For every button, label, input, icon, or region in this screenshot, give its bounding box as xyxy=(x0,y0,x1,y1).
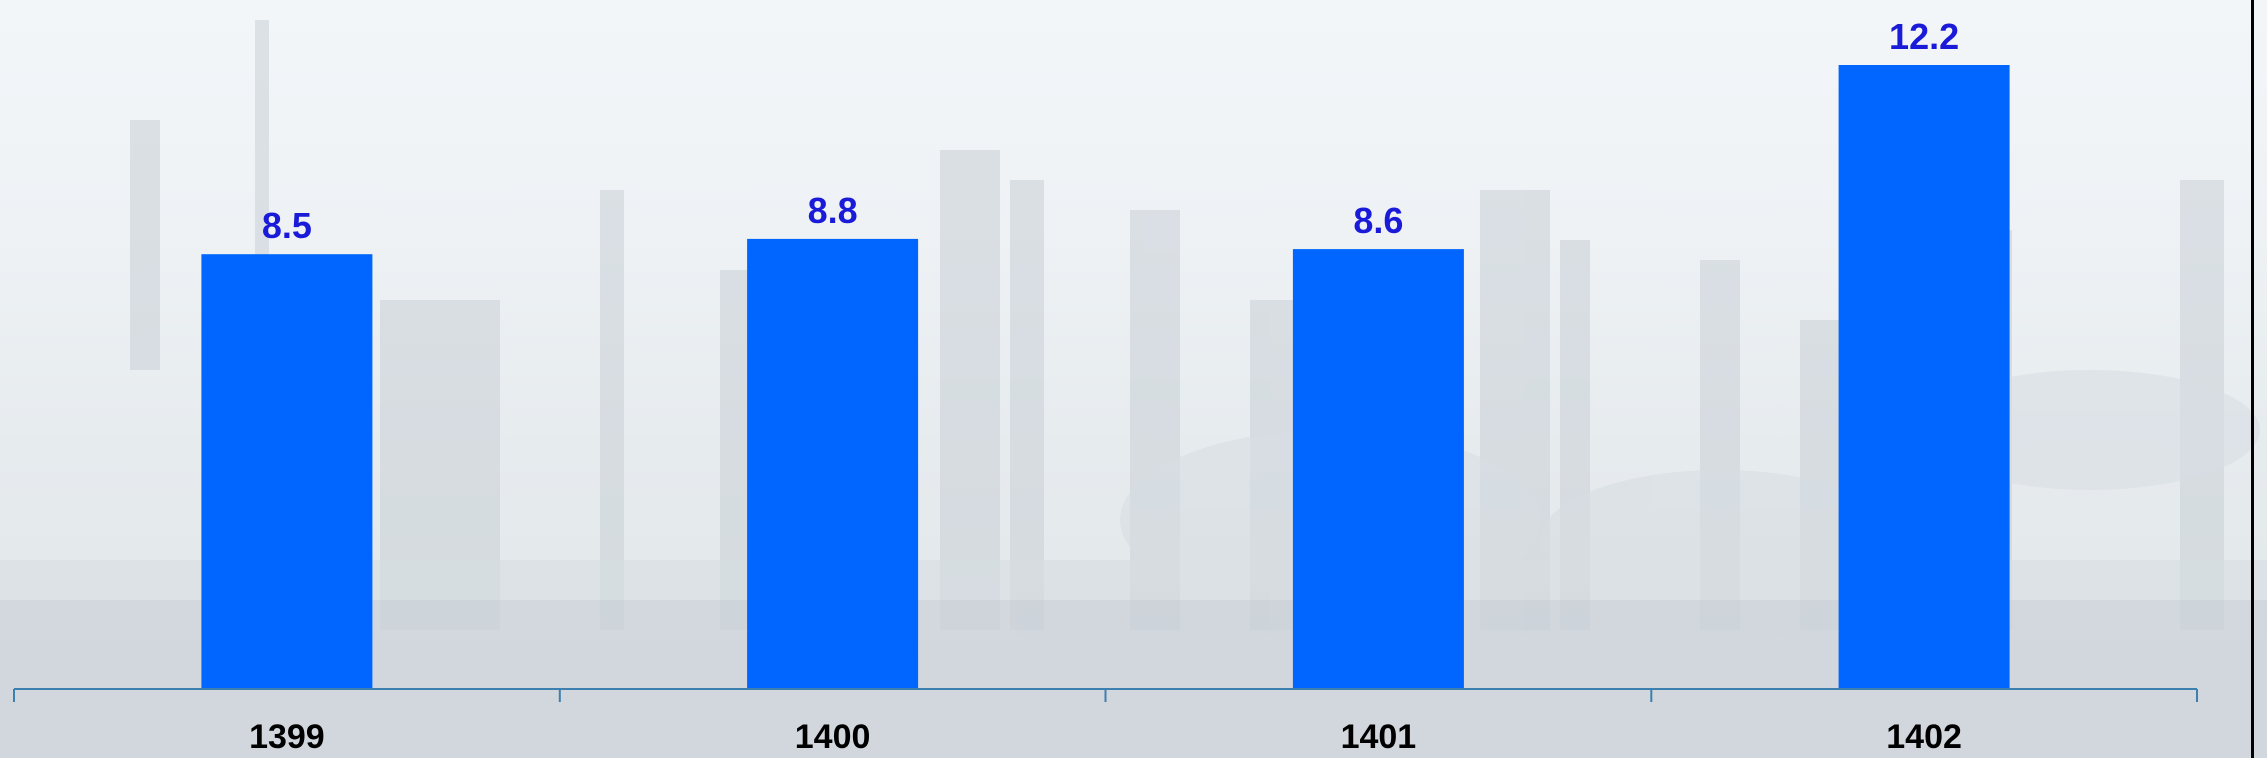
data-label-1402: 12.2 xyxy=(1889,16,1959,57)
bar-1402 xyxy=(1838,65,2010,689)
bar-1401 xyxy=(1292,249,1464,689)
x-tick-label-1400: 1400 xyxy=(795,718,871,756)
x-tick-label-1401: 1401 xyxy=(1341,718,1417,756)
frame-right-border xyxy=(2251,0,2254,758)
data-label-1400: 8.8 xyxy=(808,190,858,231)
bar-1400 xyxy=(747,238,919,689)
bar-1399 xyxy=(201,254,373,689)
x-tick-label-1402: 1402 xyxy=(1886,718,1962,756)
data-label-1401: 8.6 xyxy=(1353,200,1403,241)
x-tick-label-1399: 1399 xyxy=(249,718,325,756)
data-label-1399: 8.5 xyxy=(262,205,312,246)
